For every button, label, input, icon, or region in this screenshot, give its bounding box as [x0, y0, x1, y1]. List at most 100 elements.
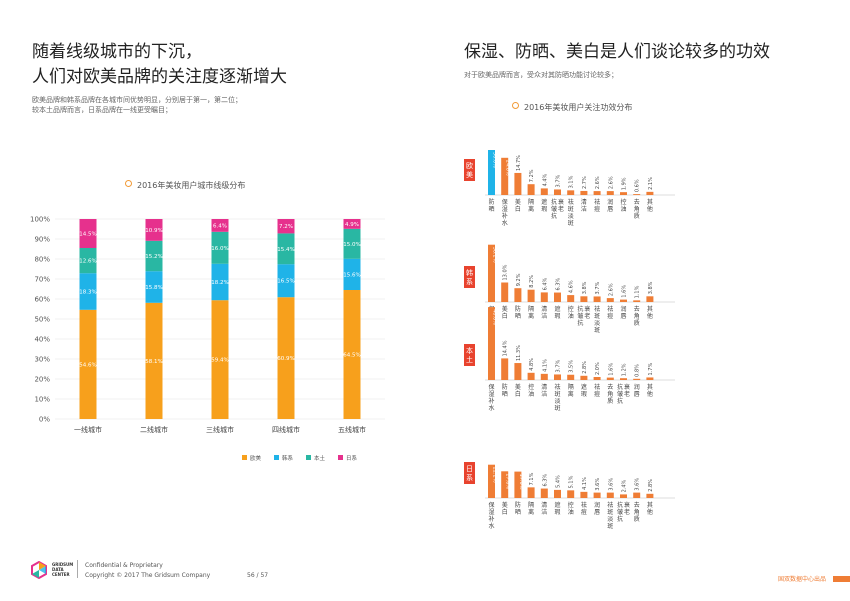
category-label: 白	[515, 205, 521, 213]
legend-label: 本土	[314, 454, 326, 462]
footer-brand: 国双数据中心出品	[778, 576, 827, 583]
bar	[620, 494, 627, 498]
category-label: 祛	[568, 198, 574, 206]
category-label: 抗	[551, 198, 557, 206]
group-label-box	[464, 159, 475, 181]
category-label: 晒	[515, 313, 521, 320]
bar	[567, 374, 575, 380]
category-label: 他	[647, 508, 653, 516]
category-label: 抗	[551, 212, 557, 220]
category-label: 洁	[541, 312, 547, 320]
category-label: 防	[515, 305, 521, 313]
data-label: 1.6%	[608, 363, 614, 376]
data-label: 2.0%	[595, 362, 601, 375]
category-label: 美	[502, 305, 508, 313]
y-tick-label: 60%	[34, 296, 50, 304]
category-label: 白	[502, 508, 508, 516]
category-label: 防	[515, 501, 521, 509]
category-label: 老	[624, 508, 630, 516]
category-label: 衰	[624, 383, 630, 391]
data-label: 15.0%	[343, 242, 360, 248]
category-label: 皱	[577, 312, 583, 320]
efficacy-chart-title-text: 2016年美妆用户关注功效分布	[524, 103, 633, 112]
bar	[567, 190, 575, 195]
y-tick-label: 70%	[34, 276, 50, 284]
y-tick-label: 20%	[34, 376, 50, 384]
category-label: 保	[502, 198, 508, 206]
bar	[620, 192, 627, 195]
legend-swatch	[274, 455, 279, 460]
category-label: 祛	[554, 383, 560, 391]
data-label: 15.8%	[145, 285, 162, 291]
bar	[620, 378, 627, 380]
category-label: 水	[488, 404, 494, 412]
bar	[540, 488, 548, 498]
category-label: 防	[488, 198, 494, 206]
category-label: 痘	[594, 390, 600, 398]
bar-segment	[211, 219, 229, 232]
data-label: 3.6%	[608, 478, 614, 491]
category-label: 离	[528, 508, 534, 516]
category-label: 保	[488, 383, 494, 391]
category-label: 遮	[541, 198, 547, 206]
category-label: 痘	[607, 312, 613, 320]
left-subtitle-line1: 欧美品牌和韩系品牌在各城市间优势明显，分别居于第一，第二位；	[32, 96, 242, 104]
data-label: 8.2%	[529, 275, 535, 288]
group-label: 欧	[466, 161, 473, 170]
data-label: 7.1%	[529, 472, 535, 485]
category-label: 皱	[617, 390, 623, 398]
bar	[593, 191, 601, 195]
bar-segment	[145, 271, 163, 303]
category-label: 瑕	[581, 391, 587, 398]
data-label: 64.5%	[343, 353, 360, 359]
data-label: 7.2%	[529, 169, 535, 182]
bar	[554, 489, 561, 498]
title-dot-icon	[125, 180, 132, 187]
category-label: 美	[515, 383, 521, 391]
bar-segment	[145, 219, 163, 241]
data-label: 17.8%	[505, 473, 511, 489]
data-label: 16.0%	[211, 246, 228, 252]
footer-copyright: Copyright © 2017 The Gridsum Company	[85, 572, 211, 579]
category-label: 去	[634, 305, 640, 313]
category-label: 湿	[488, 508, 494, 516]
group-label: 本	[466, 346, 473, 355]
data-label: 2.6%	[608, 283, 614, 296]
category-label: 角	[634, 312, 640, 320]
category-label: 隔	[528, 501, 534, 509]
bar	[633, 194, 641, 195]
data-label: 4.8%	[529, 358, 535, 371]
category-label: 白	[502, 312, 508, 320]
category-label: 抗	[617, 397, 623, 405]
category-label: 抗	[617, 515, 623, 523]
y-tick-label: 50%	[34, 316, 50, 324]
bar	[606, 191, 614, 195]
logo-line2: DATA	[52, 567, 64, 572]
category-label: 斑	[594, 327, 600, 334]
category-label: 润	[634, 383, 640, 391]
data-label: 3.1%	[569, 175, 575, 188]
category-label: 淡	[607, 516, 613, 523]
category-label: 美	[502, 501, 508, 509]
category-label: 离	[568, 390, 574, 398]
category-label: 洁	[541, 390, 547, 398]
data-label: 3.6%	[595, 478, 601, 491]
bar	[488, 150, 495, 195]
category-label: 润	[620, 305, 626, 313]
bar-segment	[211, 300, 229, 419]
category-label: 唇	[634, 391, 640, 398]
page-number: 56 / 57	[247, 572, 269, 579]
category-label: 润	[607, 198, 613, 206]
data-label: 2.7%	[582, 176, 588, 189]
category-label: 角	[607, 390, 613, 398]
category-label: 衰	[624, 501, 630, 509]
category-label: 唇	[620, 313, 626, 320]
bar	[527, 372, 535, 380]
bar	[593, 492, 601, 498]
bar	[580, 491, 588, 498]
bar	[633, 492, 641, 498]
data-label: 2.8%	[648, 479, 654, 492]
data-label: 3.8%	[582, 281, 588, 294]
category-label: 抗	[617, 383, 623, 391]
bar	[540, 188, 548, 195]
